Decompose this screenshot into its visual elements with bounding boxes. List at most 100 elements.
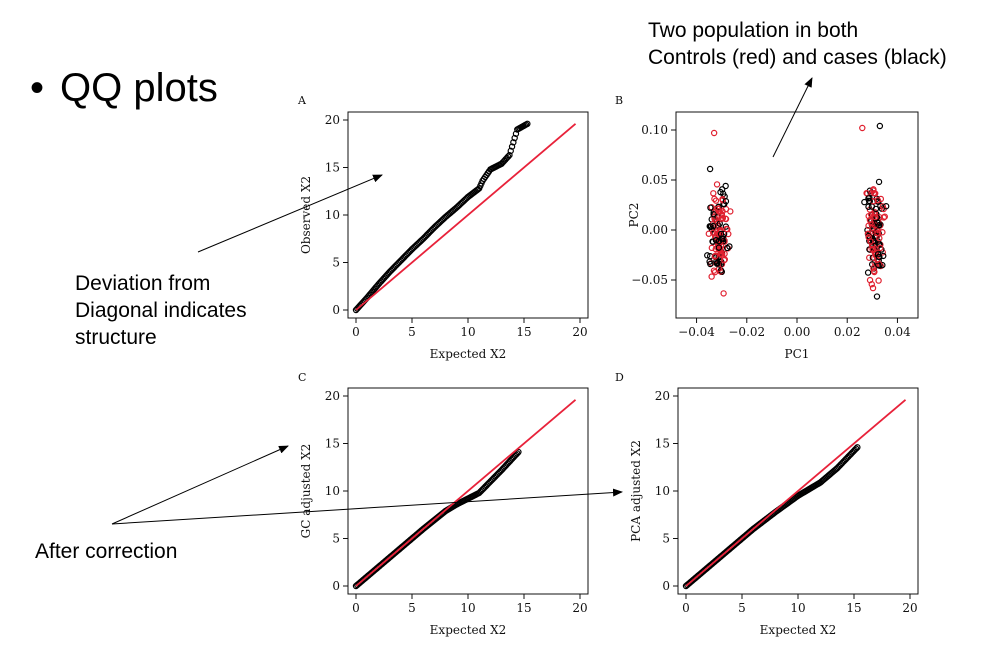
y-tick-label: 5 [332,256,340,270]
y-tick-label: 0.05 [641,173,668,187]
pc-point [876,235,883,242]
x-tick-label: 10 [460,601,475,615]
qq-point [514,450,521,457]
y-tick-label: 0 [332,303,340,317]
annotation-arrows [111,77,813,525]
pc-point [870,237,877,245]
y-axis-label: PCA adjusted X2 [629,440,643,542]
pc-point [713,181,721,188]
panel-b: B −0.04 −0.02 0.00 0.02 0.04 −0.05 0.00 0.05 0.10… [615,94,919,361]
pc-point [707,204,714,211]
x-tick-label: 5 [738,601,746,615]
arrow-to-gc [111,445,289,525]
y-tick-label: 10 [325,208,340,222]
pc-point [720,290,727,297]
x-tick-label: −0.02 [728,325,765,339]
y-tick-label: 5 [332,532,340,546]
y-tick-label: 5 [662,532,670,546]
y-axis-label: Observed X2 [299,176,313,254]
y-tick-label: 20 [325,389,340,403]
qq-point [852,445,860,452]
y-tick-label: −0.05 [631,273,668,287]
pc-point [877,244,884,252]
pc-point [876,222,883,229]
pc-point [865,203,872,210]
pc-point [711,195,718,203]
pc-point [865,197,873,205]
pc-point [880,214,887,221]
pc-point [865,212,872,220]
pc-point [869,284,877,292]
pc-point [865,234,872,241]
pc-point [705,230,713,237]
x-axis-label: Expected X2 [430,623,507,637]
x-axis-label: Expected X2 [430,347,507,361]
panel-letter: C [298,371,306,384]
panel-letter: D [615,371,624,384]
y-axis-label: GC adjusted X2 [299,444,313,539]
pc-point [710,190,717,197]
pc-point [859,124,866,132]
pc-point [722,215,729,222]
panels-layer: A 0 5 10 15 20 0 5 10 15 20 Expected X2 Observed X2 B… [297,94,919,637]
y-axis-label: PC2 [627,203,641,228]
pc-point [872,213,879,221]
y-tick-label: 15 [655,437,670,451]
title-text: QQ plots [60,66,218,110]
y-tick-label: 20 [325,113,340,127]
x-tick-label: 15 [516,601,531,615]
pc-point [871,210,879,217]
pc-point [710,267,718,274]
x-tick-label: −0.04 [678,325,715,339]
x-tick-label: 15 [516,325,531,339]
y-tick-label: 10 [325,484,340,498]
y-tick-label: 15 [325,437,340,451]
pc-point [715,208,722,215]
pc-point [719,197,726,204]
diagonal-line [355,123,577,311]
pc-point [715,244,723,251]
qq-point [504,153,512,160]
pc-point [882,203,890,210]
pc-point [714,259,721,266]
pc-point [707,260,714,268]
pc-point [718,252,726,259]
pc-point [723,225,730,233]
x-axis-label: PC1 [785,347,810,361]
x-tick-label: 20 [572,325,587,339]
pc-point [710,211,717,218]
arrow-populations [772,77,813,158]
y-tick-label: 10 [655,484,670,498]
pc-point [875,178,883,186]
pc-point [880,252,887,260]
y-tick-label: 0 [662,579,670,593]
pc-point [723,244,731,252]
x-tick-label: 0.02 [834,325,861,339]
pc-point [708,244,716,252]
arrow-to-pca [111,488,623,525]
pc-point [870,197,877,205]
pc-point [870,189,878,197]
pc-point [870,265,877,272]
pc-point [873,293,881,300]
y-tick-label: 0 [332,579,340,593]
pc-point [710,129,718,137]
pc-point [879,261,886,269]
pc-point [869,224,876,232]
pc-point [712,197,720,204]
pc-point [871,268,878,276]
pc-point [706,165,714,173]
title-bullet: • [30,66,45,110]
pc-point [708,273,715,280]
x-tick-label: 10 [790,601,805,615]
diagonal-line [355,399,577,587]
pc-point [712,236,720,244]
note-after-correction: After correction [35,540,178,563]
x-tick-label: 20 [572,601,587,615]
note-deviation: Deviation from Diagonal indicates struct… [75,272,247,349]
pc-point [716,227,724,234]
qq-point [515,448,522,456]
pc-point [870,186,877,193]
y-tick-label: 20 [655,389,670,403]
x-axis-label: Expected X2 [760,623,837,637]
